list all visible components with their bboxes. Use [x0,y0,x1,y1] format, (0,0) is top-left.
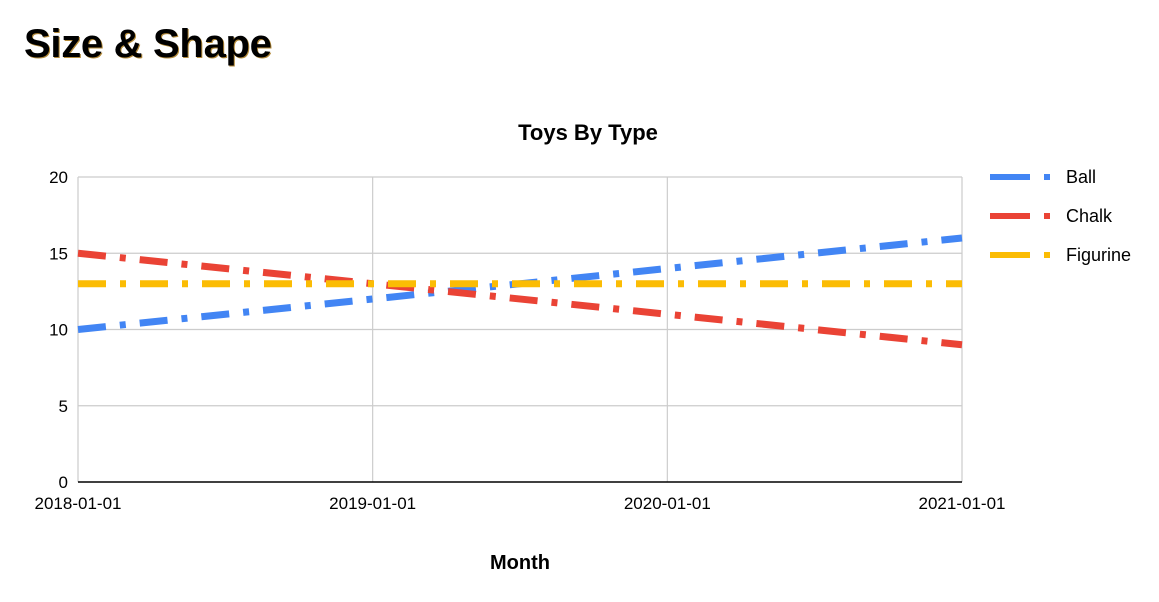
legend-item-ball[interactable]: Ball [990,167,1096,187]
legend-swatch-dot [1044,213,1050,219]
legend-item-figurine[interactable]: Figurine [990,245,1131,265]
x-tick-label: 2018-01-01 [35,494,122,513]
legend-label: Chalk [1066,206,1113,226]
y-tick-label: 0 [59,473,68,492]
legend-item-chalk[interactable]: Chalk [990,206,1113,226]
legend-swatch-dot [1044,174,1050,180]
x-tick-label: 2021-01-01 [919,494,1006,513]
series-line-chalk [77,249,963,349]
y-tick-label: 5 [59,397,68,416]
legend-label: Ball [1066,167,1096,187]
page-heading: Size & Shape [24,22,272,66]
chart-title: Toys By Type [518,120,658,145]
chart-legend[interactable]: Ball Chalk Figurine [990,167,1131,265]
x-axis-label: Month [490,552,550,574]
chart-gridlines [77,176,963,482]
y-tick-label: 15 [49,244,68,263]
legend-swatch-dot [1044,252,1050,258]
y-tick-label: 10 [49,321,68,340]
x-tick-label: 2019-01-01 [329,494,416,513]
x-tick-label: 2020-01-01 [624,494,711,513]
chart-axes: 0 5 10 15 20 2018-01-01 2019-01-01 2020-01-01 20… [35,168,1006,513]
y-tick-label: 20 [49,168,68,187]
legend-label: Figurine [1066,245,1131,265]
chart-plot-area [77,234,963,349]
